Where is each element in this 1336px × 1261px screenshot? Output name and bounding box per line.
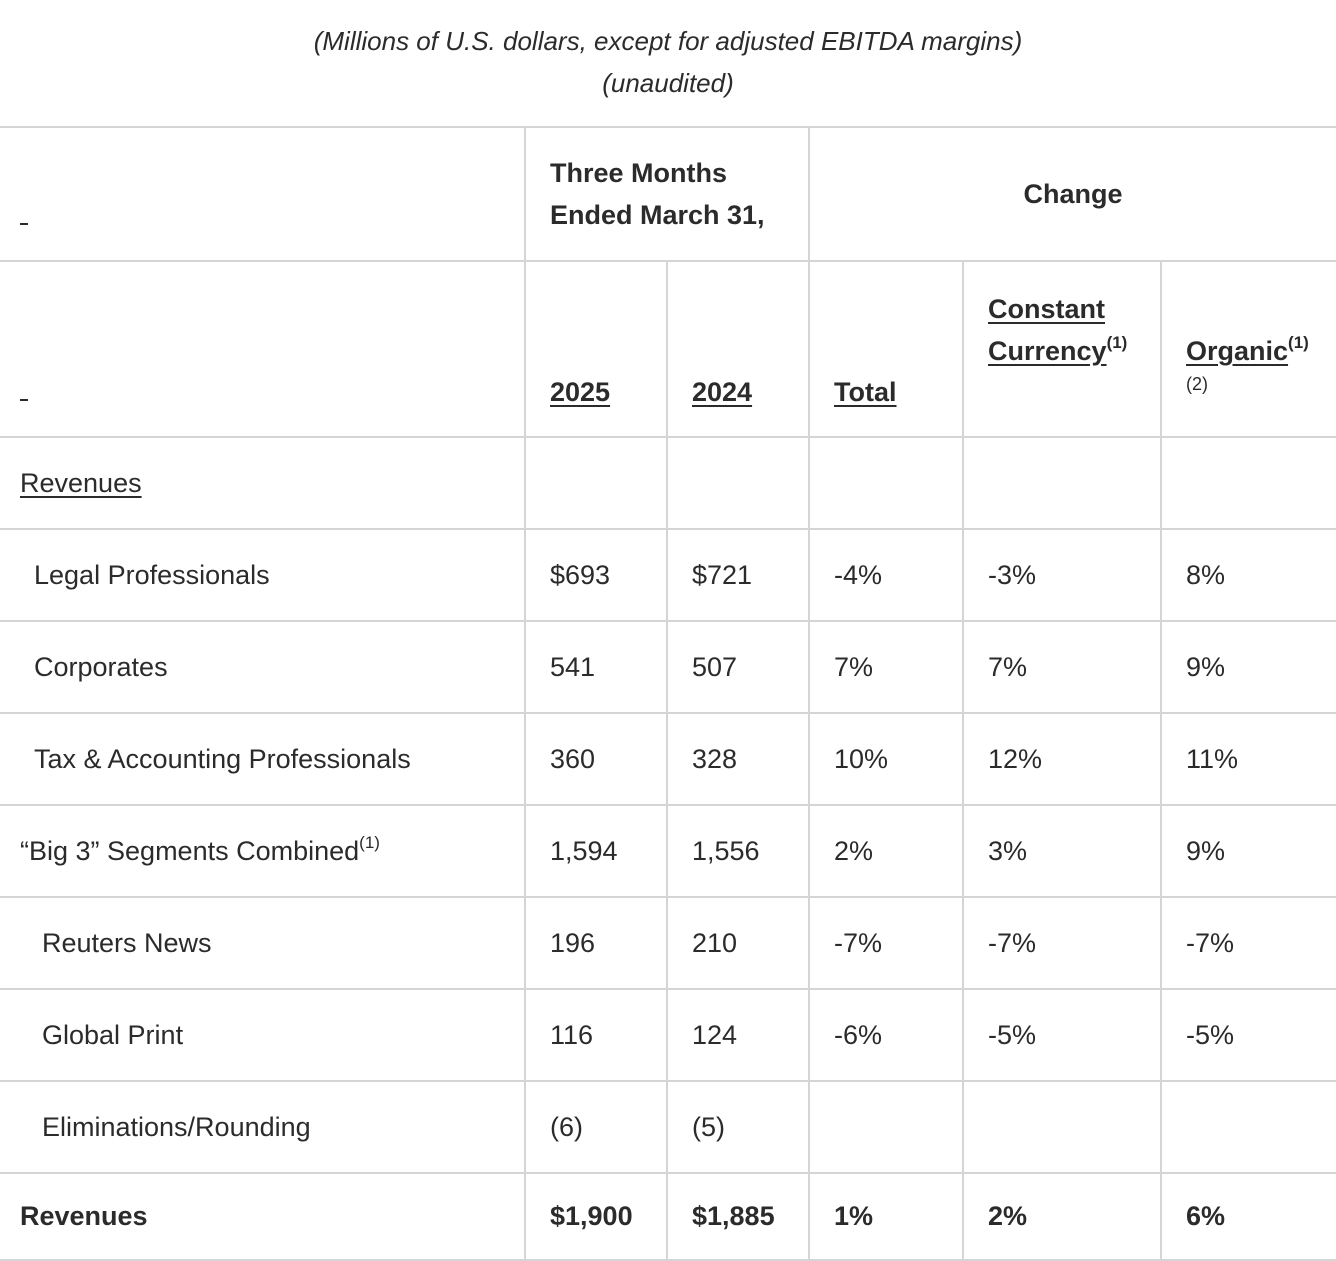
header-change: Change — [808, 126, 1336, 262]
header-total: Total — [808, 260, 965, 438]
value-2025: (6) — [524, 1080, 668, 1174]
header-row-period: Three Months Ended March 31, Change — [0, 126, 1336, 262]
table-row: Legal Professionals $693 $721 -4% -3% 8% — [0, 528, 1336, 622]
change-constant — [962, 1080, 1163, 1174]
change-organic: -5% — [1160, 988, 1336, 1082]
value-2024: 507 — [665, 620, 811, 714]
change-total: 2% — [808, 804, 965, 898]
row-label: Reuters News — [0, 896, 526, 990]
value-2025: $693 — [524, 528, 668, 622]
header-period-line1: Three Months — [550, 158, 728, 188]
header-2024: 2024 — [665, 260, 811, 438]
value-2024: 124 — [665, 988, 811, 1082]
change-constant: 3% — [962, 804, 1163, 898]
value-2025: 1,594 — [524, 804, 668, 898]
footnote-ref: (1) — [1106, 333, 1128, 352]
table-row: Corporates 541 507 7% 7% 9% — [0, 620, 1336, 714]
value-2024: $1,885 — [665, 1172, 811, 1261]
change-total: -6% — [808, 988, 965, 1082]
placeholder-dash — [20, 391, 28, 401]
value-2024: $721 — [665, 528, 811, 622]
value-2025: 541 — [524, 620, 668, 714]
header-constant-line2: Currency — [988, 336, 1107, 366]
change-organic: 8% — [1160, 528, 1336, 622]
table-row: “Big 3” Segments Combined(1) 1,594 1,556… — [0, 804, 1336, 898]
value-2024: 210 — [665, 896, 811, 990]
header-blank-cell — [0, 260, 526, 438]
change-constant: -5% — [962, 988, 1163, 1082]
header-2025: 2025 — [524, 260, 668, 438]
table-row: Reuters News 196 210 -7% -7% -7% — [0, 896, 1336, 990]
caption-unaudited: (unaudited) — [602, 68, 734, 98]
change-organic: -7% — [1160, 896, 1336, 990]
header-constant-currency: Constant Currency(1) — [962, 260, 1163, 438]
header-period: Three Months Ended March 31, — [523, 126, 811, 262]
change-organic: 11% — [1160, 712, 1336, 806]
total-row: Revenues $1,900 $1,885 1% 2% 6% — [0, 1172, 1336, 1261]
change-total: 1% — [808, 1172, 965, 1261]
change-total: 10% — [808, 712, 965, 806]
header-organic: Organic(1) (2) — [1160, 260, 1336, 438]
table-row: Global Print 116 124 -6% -5% -5% — [0, 988, 1336, 1082]
header-constant-line1: Constant — [988, 294, 1106, 324]
value-2025: 360 — [524, 712, 668, 806]
change-total: 7% — [808, 620, 965, 714]
row-label: Eliminations/Rounding — [0, 1080, 526, 1174]
change-constant: -7% — [962, 896, 1163, 990]
footnote-ref: (1) — [359, 832, 380, 852]
footnote-ref: (2) — [1186, 374, 1209, 394]
value-2025: 116 — [524, 988, 668, 1082]
caption-units: (Millions of U.S. dollars, except for ad… — [313, 26, 1023, 56]
row-label: Legal Professionals — [0, 528, 526, 622]
header-period-line2: Ended March 31, — [550, 200, 765, 230]
change-constant: -3% — [962, 528, 1163, 622]
change-total — [808, 1080, 965, 1174]
header-row-columns: 2025 2024 Total Constant Currency(1) Org… — [0, 260, 1336, 438]
change-organic: 6% — [1160, 1172, 1336, 1261]
row-label: Corporates — [0, 620, 526, 714]
value-2024: (5) — [665, 1080, 811, 1174]
change-organic: 9% — [1160, 620, 1336, 714]
section-label: Revenues — [0, 436, 526, 530]
header-blank-cell — [0, 126, 526, 262]
row-label: Global Print — [0, 988, 526, 1082]
change-constant: 7% — [962, 620, 1163, 714]
value-2024: 328 — [665, 712, 811, 806]
row-label: Revenues — [0, 1172, 526, 1261]
table-row: Tax & Accounting Professionals 360 328 1… — [0, 712, 1336, 806]
placeholder-dash — [20, 215, 28, 225]
change-organic: 9% — [1160, 804, 1336, 898]
change-organic — [1160, 1080, 1336, 1174]
value-2025: $1,900 — [524, 1172, 668, 1261]
revenue-table: Three Months Ended March 31, Change 2025… — [0, 126, 1336, 1261]
table-caption: (Millions of U.S. dollars, except for ad… — [0, 0, 1336, 126]
table-row: Eliminations/Rounding (6) (5) — [0, 1080, 1336, 1174]
change-constant: 2% — [962, 1172, 1163, 1261]
change-total: -4% — [808, 528, 965, 622]
row-label: “Big 3” Segments Combined(1) — [0, 804, 526, 898]
value-2024: 1,556 — [665, 804, 811, 898]
header-organic-label: Organic — [1186, 336, 1289, 366]
value-2025: 196 — [524, 896, 668, 990]
footnote-ref: (1) — [1288, 333, 1309, 352]
row-label: Tax & Accounting Professionals — [0, 712, 526, 806]
section-row: Revenues — [0, 436, 1336, 530]
change-constant: 12% — [962, 712, 1163, 806]
change-total: -7% — [808, 896, 965, 990]
